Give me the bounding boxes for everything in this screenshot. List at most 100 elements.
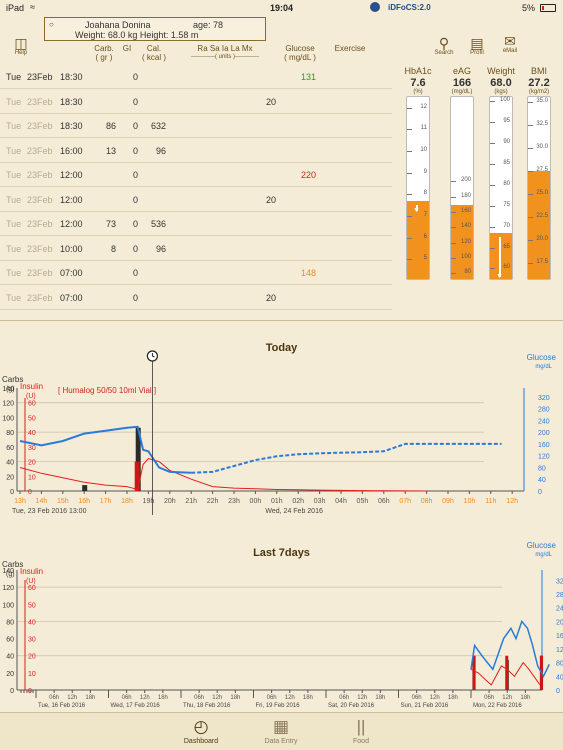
gauge-tick-label: 12 [420,103,427,110]
carbs-axis-unit: (g) [6,571,15,578]
gauge-tube: 100 95 90 85 80 75 70 65 60 ▼ [489,96,513,280]
x-start-date: Tue, 23 Feb 2016 13:00 [12,508,87,515]
gauge-trend-arrow [416,205,418,212]
day-label: Thu, 18 Feb 2016 [183,703,231,709]
tab-food[interactable]: || Food [326,716,396,745]
carb-bar [135,427,141,491]
x-tick-label: 19h [143,498,155,505]
carbs-axis-title: Carbs [2,375,23,384]
x-tick-label: 06h [378,498,390,505]
glucose-tick-label: 0 [556,688,560,695]
today-chart-title: Today [265,342,298,354]
glucose-projected-line [191,442,502,474]
globe-icon [370,2,380,12]
x-tick-label: 14h [36,498,48,505]
carbs-tick-label: 140 [2,386,14,393]
log-row[interactable]: Tue 23Feb 12:00 73 0 536 [0,213,392,236]
log-row[interactable]: Tue 23Feb 10:00 8 0 96 [0,238,392,261]
carbs-tick-label: 60 [6,445,14,452]
tab-dashboard[interactable]: ◴ Dashboard [166,716,236,745]
log-row[interactable]: Tue 23Feb 07:00 0 20 [0,287,392,310]
gauge-label: BMI [530,66,547,76]
carbs-tick-label: 0 [10,688,14,695]
gauge-tick-label: 200 [460,177,471,184]
gauge-tick [451,242,456,244]
tab-data-entry-label: Data Entry [264,738,298,745]
carbs-tick-label: 40 [6,460,14,467]
gauge-label: Weight [487,66,515,76]
log-gi: 0 [132,72,138,82]
gauge-icon: ◴ [193,717,209,736]
log-time: 12:00 [60,219,83,229]
glucose-tick-label: 160 [538,442,550,449]
log-gi: 0 [132,292,138,303]
help-label: Help [14,50,28,56]
gauge-tick [407,216,412,218]
gauge-tick-label: 7 [423,212,427,219]
profil-button[interactable]: ▤ Profil [465,36,489,56]
glucose-tick-label: 40 [556,674,563,681]
carbs-tick-label: 100 [2,602,14,609]
log-glucose: 131 [300,72,316,82]
hour-tick-label: 18h [158,695,168,701]
gauge-tick [451,196,456,198]
col-gi-label: GI [122,44,132,53]
log-gi: 0 [132,243,138,254]
x-tick-label: 02h [292,498,304,505]
email-button[interactable]: ✉ eMail [498,34,522,54]
gauge-tick [451,227,456,229]
log-row[interactable]: Tue 23Feb 07:00 0 148 [0,262,392,285]
log-row[interactable]: Tue 23Feb 12:00 0 220 [0,164,392,187]
glucose-tick-label: 120 [538,454,550,461]
glucose-tick-label: 280 [538,407,550,414]
log-day: Tue [6,243,22,254]
glucose-tick-label: 320 [538,395,550,402]
col-carb-unit: ( gr ) [95,53,113,62]
insulin-bar [472,655,476,690]
gauge-tick-label: 90 [503,139,510,145]
gauge-label: eAG [452,66,471,76]
tab-bar: ◴ Dashboard ▦ Data Entry || Food [0,712,563,750]
help-button[interactable]: ◫ Help [10,36,32,56]
log-time: 18:30 [60,121,83,131]
gauge-trend-arrow [499,237,501,277]
glucose-tick-label: 280 [556,592,563,599]
day-label: Sat, 20 Feb 2016 [328,703,375,709]
tab-data-entry[interactable]: ▦ Data Entry [246,716,316,745]
glucose-axis-unit: mg/dL [535,364,552,370]
log-row[interactable]: Tue 23Feb 12:00 0 20 [0,189,392,212]
patient-info[interactable]: ○ Joahana Donina age: 78 Weight: 68.0 kg… [44,17,266,41]
gauge-tick-label: 6 [423,233,427,240]
x-tick-label: 17h [100,498,112,505]
gauge-tick [451,273,456,275]
insulin-tick-label: 20 [28,460,36,467]
log-row[interactable]: Tue 23Feb 18:30 0 20 [0,91,392,114]
search-button[interactable]: ⚲ Search [432,36,456,56]
log-gi: 0 [132,219,138,229]
insulin-tick-label: 60 [28,585,36,592]
log-row[interactable]: Tue 23Feb 18:30 0 131 [0,66,392,89]
last7-chart-title: Last 7days [253,547,310,559]
gauge-tick-label: 140 [460,223,471,230]
glucose-tick-label: 0 [538,489,542,496]
insulin-tick-label: 30 [28,637,36,644]
hour-tick-label: 12h [430,695,440,701]
gauge-tick-label: 20.0 [536,235,548,242]
col-glucose-label: Glucose [285,44,315,53]
log-row[interactable]: Tue 23Feb 18:30 86 0 632 [0,115,392,138]
log-carb: 86 [105,121,116,131]
insulin-axis-unit: (U) [26,578,36,585]
log-day: Tue [6,145,22,156]
hour-tick-label: 12h [357,695,367,701]
log-row[interactable]: Tue 23Feb 16:00 13 0 96 [0,140,392,163]
tab-food-label: Food [353,738,369,745]
gauge-tick [528,147,533,149]
day-label: Mon, 22 Feb 2016 [473,703,522,709]
x-tick-label: 15h [57,498,69,505]
x-tick-label: 13h [14,498,26,505]
log-gi: 0 [132,268,138,278]
log-day: Tue [6,292,22,303]
x-mid-date: Wed, 24 Feb 2016 [265,508,323,515]
x-tick-label: 23h [228,498,240,505]
gauge-tick-label: 27.5 [536,166,548,173]
